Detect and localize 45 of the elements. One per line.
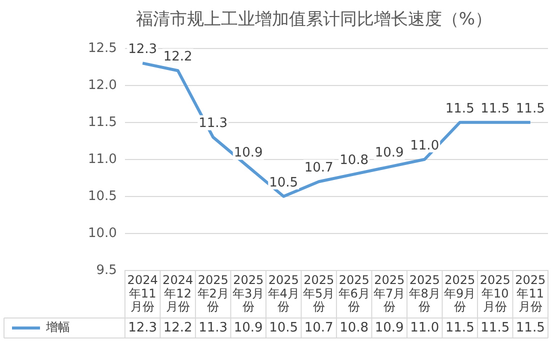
- y-tick-label: 11.0: [88, 152, 117, 167]
- data-label: 10.8: [340, 320, 369, 336]
- x-tick-label: 2025年2月份: [197, 273, 229, 314]
- data-label: 11.5: [516, 320, 545, 336]
- data-label: 10.5: [269, 320, 298, 336]
- data-label: 11.3: [198, 320, 228, 336]
- chart-title: 福清市规上工业增加值累计同比增长速度（%）: [136, 10, 492, 30]
- data-label: 10.7: [304, 320, 334, 336]
- data-label: 11.0: [410, 320, 440, 336]
- data-label: 11.5: [445, 320, 474, 336]
- text: 10.9: [374, 146, 404, 161]
- data-label: 12.2: [163, 320, 192, 336]
- text: 12.3: [128, 42, 158, 58]
- text: 11.3: [198, 116, 228, 132]
- y-tick-label: 11.5: [88, 114, 117, 130]
- x-tick-label: 2025年5月份: [303, 273, 335, 314]
- x-tick-label: 2024年12月份: [162, 273, 194, 314]
- y-tick-label: 12.5: [88, 40, 117, 56]
- data-label: 12.3: [128, 320, 158, 336]
- x-tick-label: 2025年4月份: [268, 273, 300, 314]
- data-label: 10.9: [234, 320, 263, 336]
- text: 10.5: [269, 175, 298, 190]
- y-tick-label: 12.0: [88, 78, 117, 93]
- text: 10.7: [304, 160, 334, 176]
- text: 12.2: [163, 49, 192, 64]
- y-tick-label: 9.5: [96, 262, 117, 278]
- x-tick-label: 2025年11月份: [515, 273, 546, 314]
- text: 10.9: [234, 146, 263, 161]
- text: 11.5: [480, 101, 510, 116]
- x-tick-label: 2025年3月份: [232, 273, 264, 314]
- y-tick-label: 10.5: [88, 188, 117, 204]
- data-label: 10.9: [374, 320, 404, 336]
- x-tick-label: 2024年11月份: [127, 273, 158, 314]
- x-tick-label: 2025年7月份: [374, 273, 406, 314]
- text: 11.0: [410, 138, 440, 154]
- x-tick-label: 2025年8月份: [408, 273, 440, 314]
- text: 11.5: [445, 101, 474, 116]
- text: 11.5: [516, 101, 545, 116]
- x-tick-label: 2025年10月份: [480, 273, 510, 314]
- y-tick-label: 10.0: [88, 226, 117, 241]
- x-tick-label: 2025年9月份: [444, 273, 476, 314]
- x-tick-label: 2025年6月份: [338, 273, 370, 314]
- text: 10.8: [340, 153, 369, 168]
- legend-label: 增幅: [45, 320, 70, 334]
- data-label: 11.5: [480, 320, 510, 336]
